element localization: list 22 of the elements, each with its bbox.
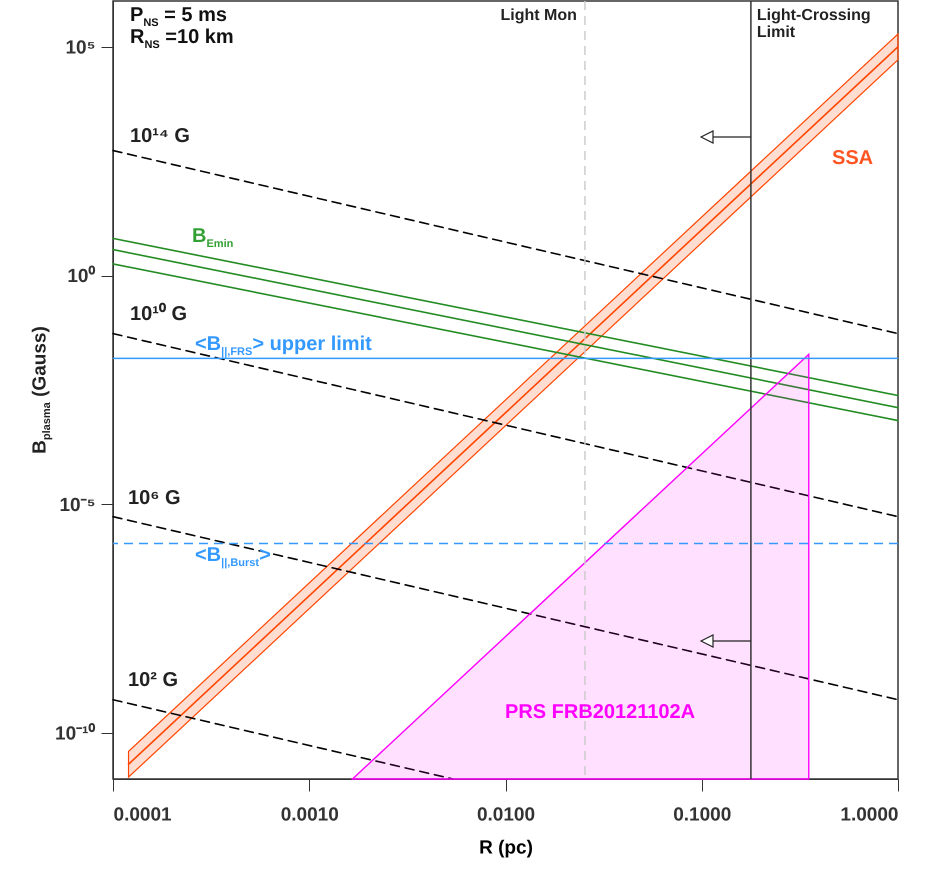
annotation: R$_{NS}$ =10 km <box>130 26 234 52</box>
series-label: B$_{Emin}$ <box>192 225 234 251</box>
x-tick-label: 1.0000 <box>840 804 898 826</box>
series-label: SSA <box>832 147 874 169</box>
ref-line-label: Light Mon <box>500 7 577 25</box>
x-axis-title: R (pc) <box>479 838 533 858</box>
y-tick-label: 10⁰ <box>67 265 96 288</box>
x-tick-label: 0.0001 <box>114 804 172 826</box>
ref-line-label: Light-Crossing Limit <box>756 7 872 42</box>
y-tick-label: 10⁵ <box>65 37 96 58</box>
y-tick-label: 10⁻¹⁰ <box>55 722 96 745</box>
y-tick-label: 10⁻⁵ <box>59 494 96 516</box>
x-tick-label: 0.0100 <box>476 804 536 826</box>
ref-line-label: <B$_{||,FRS}$> upper limit <box>195 333 372 359</box>
x-tick-label: 0.1000 <box>673 804 732 826</box>
series-label: 10¹⁰ G <box>130 303 188 325</box>
x-tick-label: 0.0010 <box>280 804 339 826</box>
series-label: PRS FRB20121102A <box>505 701 696 723</box>
series-label: 10² G <box>128 669 178 691</box>
annotation: P$_{NS}$ = 5 ms <box>130 4 228 29</box>
series-label: 10⁶ G <box>128 487 181 509</box>
series-label: 10¹⁴ G <box>130 125 190 147</box>
